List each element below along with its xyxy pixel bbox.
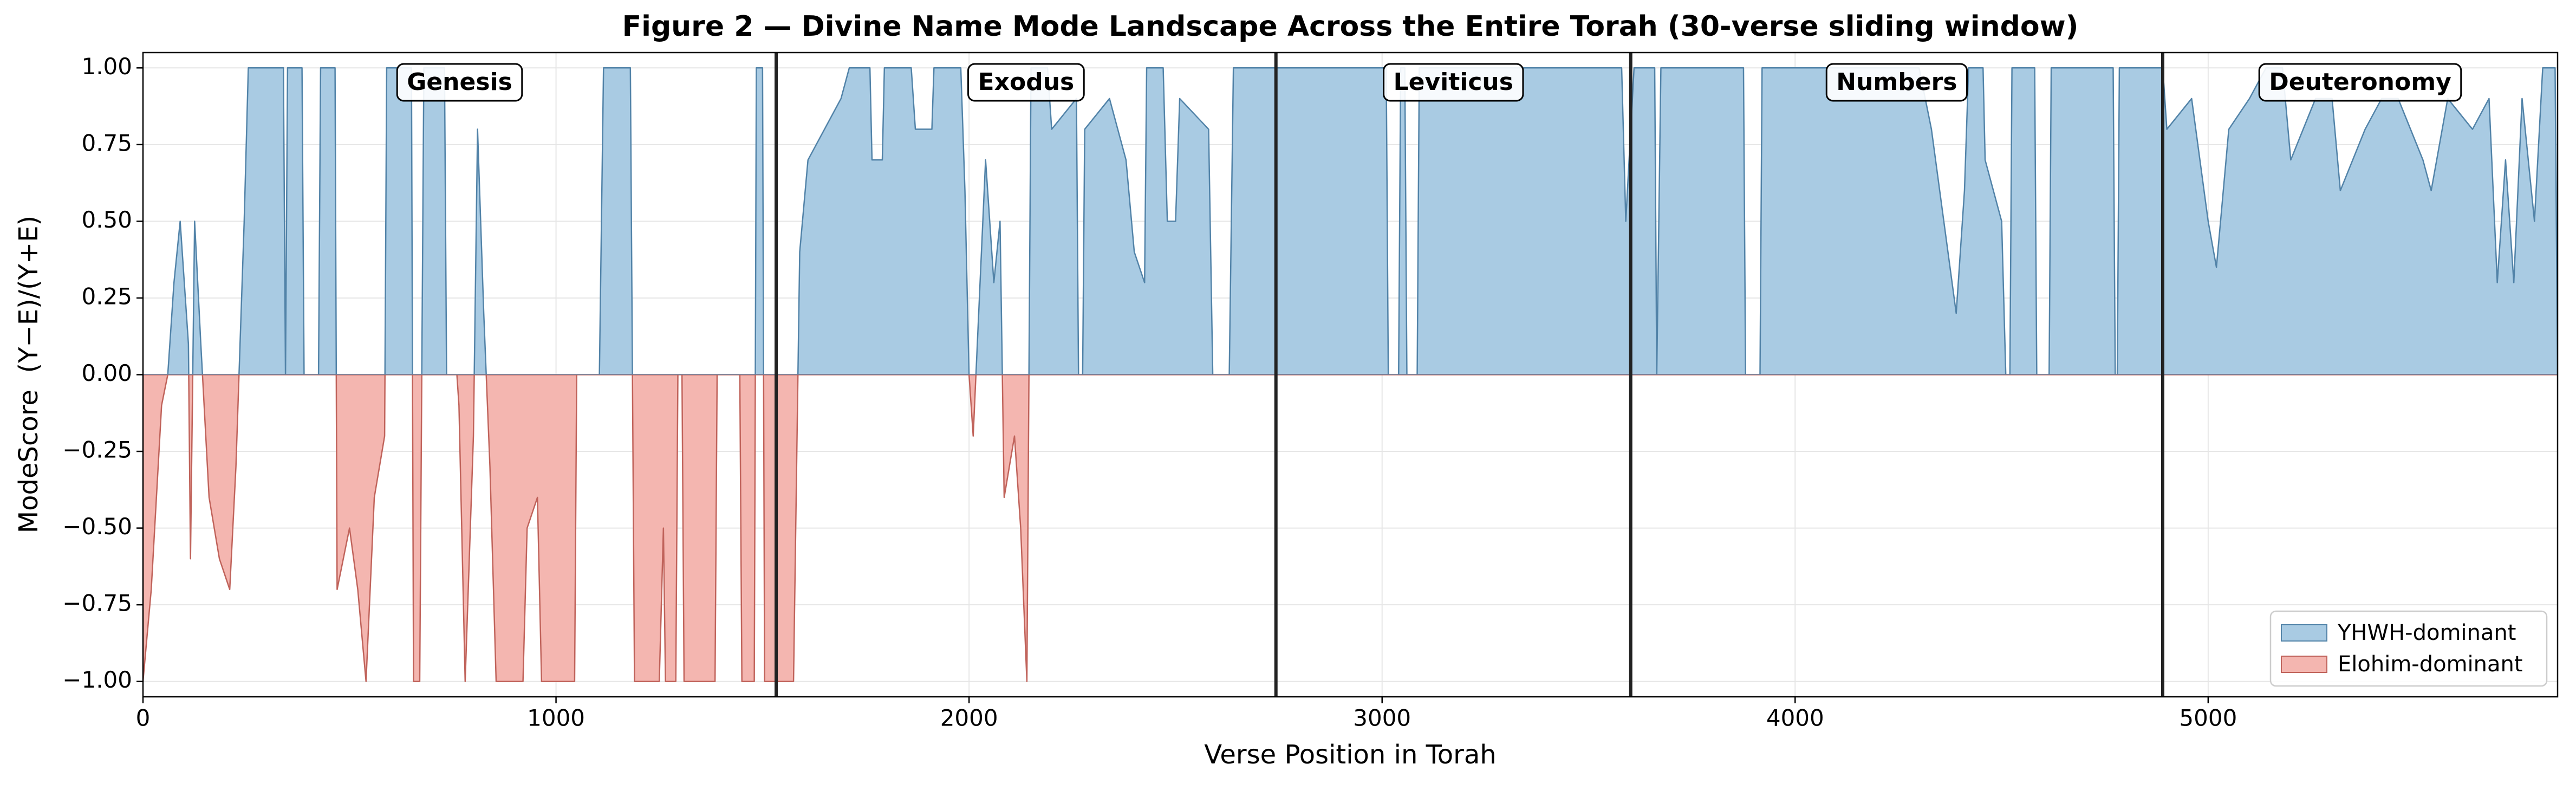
book-annotation: Exodus xyxy=(967,63,1085,102)
book-label-box xyxy=(1383,63,1524,102)
book-annotation: Deuteronomy xyxy=(2258,63,2462,102)
book-annotation: Genesis xyxy=(396,63,523,102)
y-tick-label: 0.00 xyxy=(81,360,132,386)
book-annotation: Leviticus xyxy=(1383,63,1524,102)
x-tick-label: 0 xyxy=(136,705,151,731)
x-tick-label: 2000 xyxy=(940,705,998,731)
book-label: Leviticus xyxy=(1394,68,1513,96)
book-label: Exodus xyxy=(978,68,1075,96)
legend-swatch xyxy=(2281,656,2327,673)
book-label: Genesis xyxy=(407,68,512,96)
x-tick-label: 1000 xyxy=(527,705,585,731)
y-tick-label: 0.50 xyxy=(81,206,132,233)
book-label-box xyxy=(1825,63,1968,102)
y-tick-label: −0.25 xyxy=(62,437,132,463)
legend-swatch xyxy=(2281,624,2327,642)
x-axis-label: Verse Position in Torah xyxy=(1204,740,1496,770)
legend-label: YHWH-dominant xyxy=(2337,620,2516,645)
y-tick-label: 0.75 xyxy=(81,129,132,156)
x-tick-label: 3000 xyxy=(1353,705,1411,731)
x-tick-label: 4000 xyxy=(1766,705,1824,731)
y-tick-label: 0.25 xyxy=(81,283,132,309)
x-tick-label: 5000 xyxy=(2179,705,2237,731)
chart-title: Figure 2 — Divine Name Mode Landscape Ac… xyxy=(622,10,2079,43)
book-label-box xyxy=(396,63,523,102)
y-tick-label: −0.50 xyxy=(62,513,132,540)
book-annotation: Numbers xyxy=(1825,63,1968,102)
y-axis-label: ModeScore (Y−E)/(Y+E) xyxy=(14,216,44,534)
y-tick-label: −0.75 xyxy=(62,590,132,617)
book-label: Numbers xyxy=(1836,68,1957,96)
legend-box xyxy=(2269,610,2548,687)
yhwh-area xyxy=(143,67,2558,375)
book-label: Deuteronomy xyxy=(2269,68,2451,96)
legend-label: Elohim-dominant xyxy=(2338,652,2523,677)
y-tick-label: 1.00 xyxy=(81,53,132,80)
book-label-box xyxy=(2258,63,2462,102)
y-tick-label: −1.00 xyxy=(62,666,132,693)
book-label-box xyxy=(967,63,1085,102)
plot-frame xyxy=(142,51,2559,698)
elohim-area xyxy=(143,374,2558,682)
